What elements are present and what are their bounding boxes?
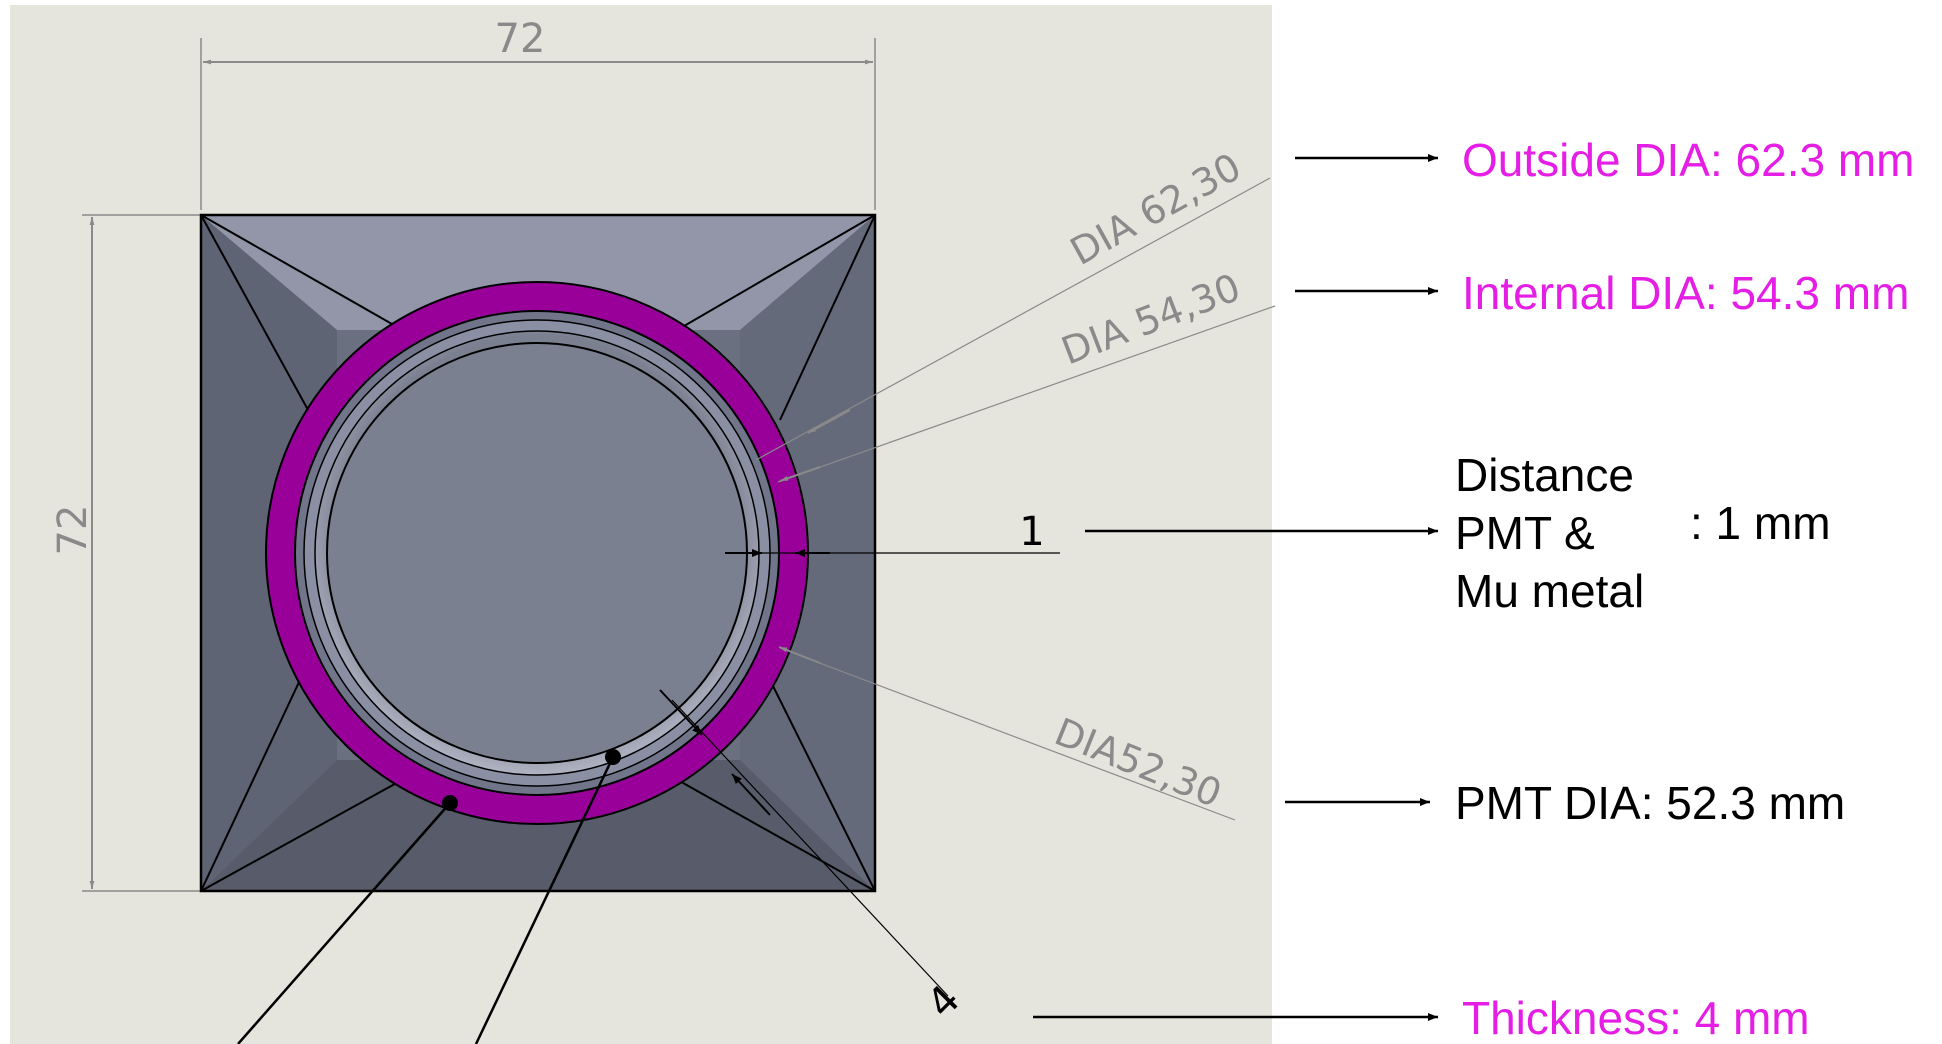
dimension-height-label: 72 xyxy=(50,505,96,556)
pmt-body xyxy=(303,319,771,787)
outside-dia-annotation: Outside DIA: 62.3 mm xyxy=(1462,134,1915,186)
distance-label-line3: Mu metal xyxy=(1455,565,1645,617)
dimension-width: 72 xyxy=(200,16,876,210)
internal-dia-annotation: Internal DIA: 54.3 mm xyxy=(1462,267,1910,319)
distance-label-line2: PMT & xyxy=(1455,507,1595,559)
dimension-width-label: 72 xyxy=(495,16,546,62)
distance-label-line1: Distance xyxy=(1455,449,1634,501)
annotation-arrows xyxy=(1033,154,1438,1021)
pmt-dia-annotation: PMT DIA: 52.3 mm xyxy=(1455,777,1846,829)
dimension-gap-label: 1 xyxy=(1019,509,1044,555)
dimension-gap: 1 xyxy=(725,509,1060,557)
distance-annotation: Distance PMT & Mu metal xyxy=(1455,446,1644,620)
dimension-height: 72 xyxy=(50,214,200,892)
leader-lines xyxy=(237,749,621,1044)
thickness-annotation: Thickness: 4 mm xyxy=(1462,992,1810,1044)
distance-value: : 1 mm xyxy=(1690,497,1831,549)
